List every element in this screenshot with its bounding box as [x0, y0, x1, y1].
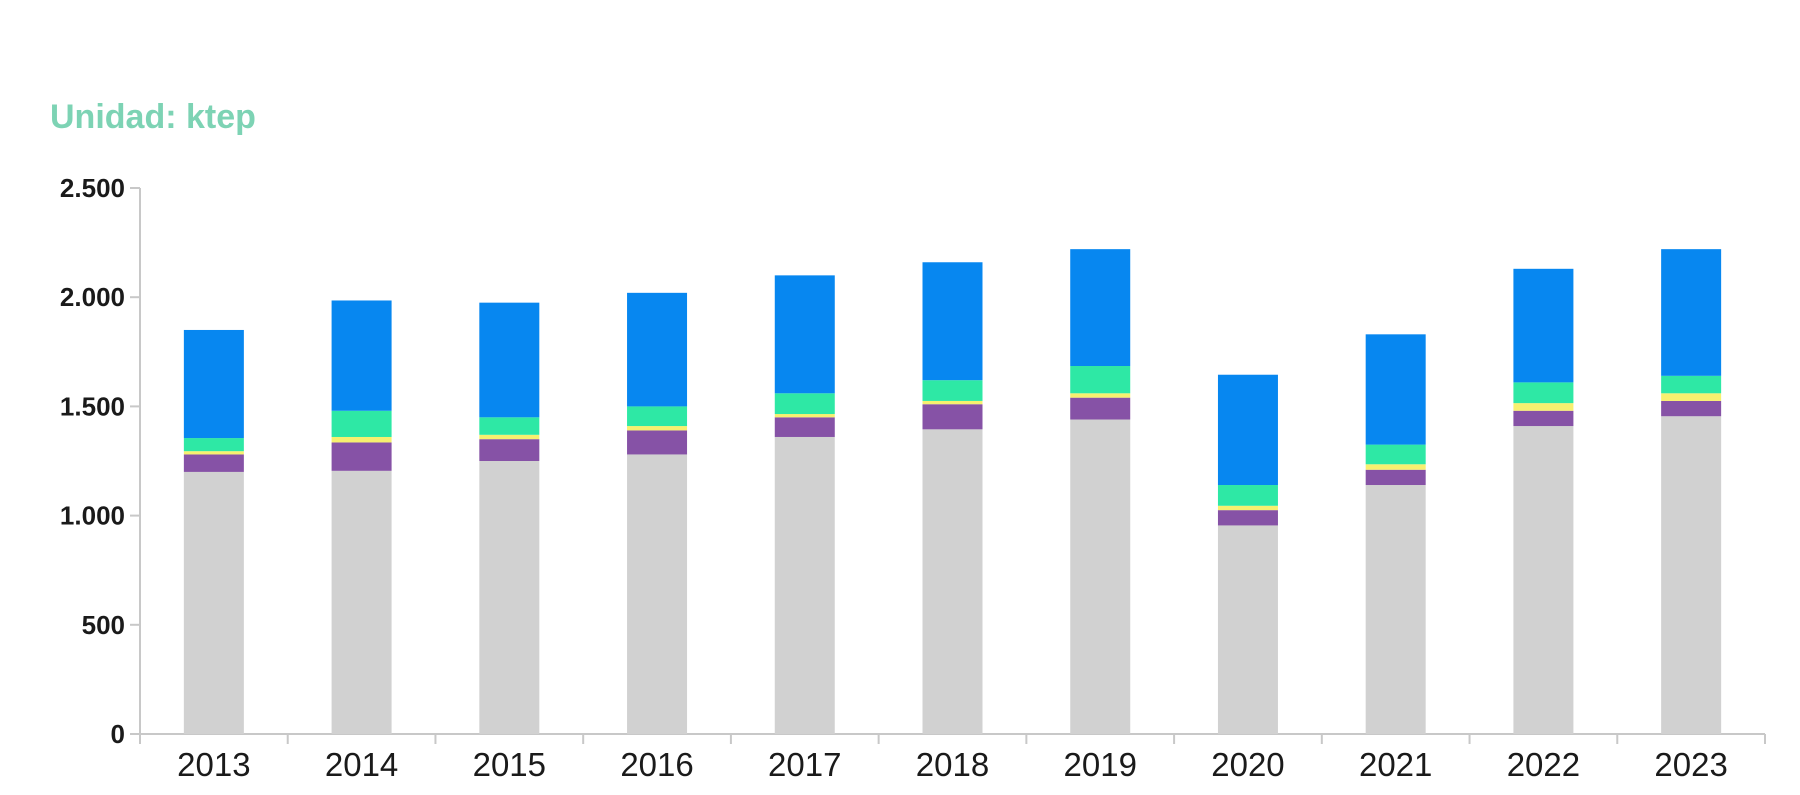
bar-segment-yellow-2014 [331, 436, 392, 443]
bar-segment-purple-2020 [1217, 510, 1278, 526]
bar-segment-blue-2017 [774, 275, 835, 394]
y-tick-label: 2.000 [60, 282, 125, 312]
bar-segment-green-2013 [183, 438, 244, 452]
x-tick-label: 2013 [177, 746, 250, 783]
y-tick-label: 1.500 [60, 391, 125, 421]
x-tick-label: 2020 [1211, 746, 1284, 783]
y-tick-label: 2.500 [60, 173, 125, 203]
bar-segment-gray-2019 [1070, 419, 1131, 734]
x-tick-label: 2022 [1507, 746, 1580, 783]
bar-segment-yellow-2018 [922, 400, 983, 405]
x-tick-label: 2015 [473, 746, 546, 783]
bar-segment-yellow-2013 [183, 451, 244, 455]
y-tick-label: 1.000 [60, 501, 125, 531]
bar-segment-yellow-2021 [1365, 464, 1426, 470]
bar-segment-yellow-2017 [774, 414, 835, 418]
x-axis: 2013 2014 2015 2016 2017 2018 2019 2020 2021 2022… [139, 733, 1766, 783]
bar-segment-green-2018 [922, 380, 983, 401]
bar-segment-purple-2017 [774, 417, 835, 437]
bar-segment-gray-2020 [1217, 525, 1278, 734]
unit-label: Unidad: ktep [50, 98, 256, 136]
y-axis: 0 500 1.000 1.500 2.000 2.500 [60, 173, 141, 749]
bar-segment-blue-2021 [1365, 334, 1426, 445]
bar-segment-blue-2022 [1513, 268, 1574, 383]
bar-segment-purple-2019 [1070, 397, 1131, 420]
x-tick-label: 2019 [1064, 746, 1137, 783]
bar-segment-green-2021 [1365, 444, 1426, 465]
bar-segment-yellow-2019 [1070, 393, 1131, 398]
y-tick-label: 0 [111, 719, 125, 749]
bar-segment-gray-2013 [183, 471, 244, 734]
x-tick-label: 2021 [1359, 746, 1432, 783]
bars [183, 249, 1722, 734]
bar-segment-gray-2016 [627, 454, 688, 734]
bar-segment-yellow-2022 [1513, 403, 1574, 411]
bar-segment-blue-2015 [479, 302, 540, 418]
bar-segment-gray-2015 [479, 461, 540, 734]
bar-segment-green-2020 [1217, 485, 1278, 506]
bar-segment-purple-2022 [1513, 410, 1574, 427]
bar-segment-gray-2021 [1365, 485, 1426, 734]
bar-segment-blue-2016 [627, 292, 688, 407]
bar-segment-green-2023 [1661, 375, 1722, 394]
bar-segment-yellow-2023 [1661, 393, 1722, 401]
y-tick-label: 500 [82, 610, 125, 640]
x-tick-label: 2016 [620, 746, 693, 783]
bar-segment-gray-2023 [1661, 416, 1722, 734]
bar-segment-green-2017 [774, 393, 835, 415]
bar-segment-blue-2020 [1217, 374, 1278, 486]
bar-segment-gray-2018 [922, 429, 983, 734]
bar-segment-yellow-2020 [1217, 505, 1278, 511]
bar-segment-purple-2021 [1365, 469, 1426, 486]
bar-segment-purple-2023 [1661, 400, 1722, 417]
bar-segment-yellow-2016 [627, 426, 688, 431]
bar-segment-green-2014 [331, 410, 392, 437]
bar-segment-purple-2018 [922, 404, 983, 430]
x-tick-label: 2014 [325, 746, 398, 783]
bar-segment-blue-2014 [331, 300, 392, 411]
bar-segment-yellow-2015 [479, 434, 540, 440]
bar-segment-gray-2022 [1513, 426, 1574, 734]
bar-segment-purple-2015 [479, 439, 540, 461]
bar-segment-purple-2016 [627, 430, 688, 455]
bar-segment-blue-2019 [1070, 249, 1131, 366]
bar-segment-gray-2014 [331, 470, 392, 734]
x-tick-label: 2018 [916, 746, 989, 783]
bar-segment-green-2016 [627, 406, 688, 427]
bar-segment-green-2015 [479, 417, 540, 435]
bar-segment-blue-2018 [922, 262, 983, 381]
x-tick-label: 2023 [1654, 746, 1727, 783]
bar-segment-green-2022 [1513, 382, 1574, 404]
bar-segment-green-2019 [1070, 365, 1131, 394]
x-tick-label: 2017 [768, 746, 841, 783]
bar-segment-purple-2013 [183, 454, 244, 472]
bar-segment-blue-2023 [1661, 249, 1722, 376]
bar-segment-purple-2014 [331, 442, 392, 471]
bar-segment-blue-2013 [183, 329, 244, 439]
bar-segment-gray-2017 [774, 436, 835, 734]
